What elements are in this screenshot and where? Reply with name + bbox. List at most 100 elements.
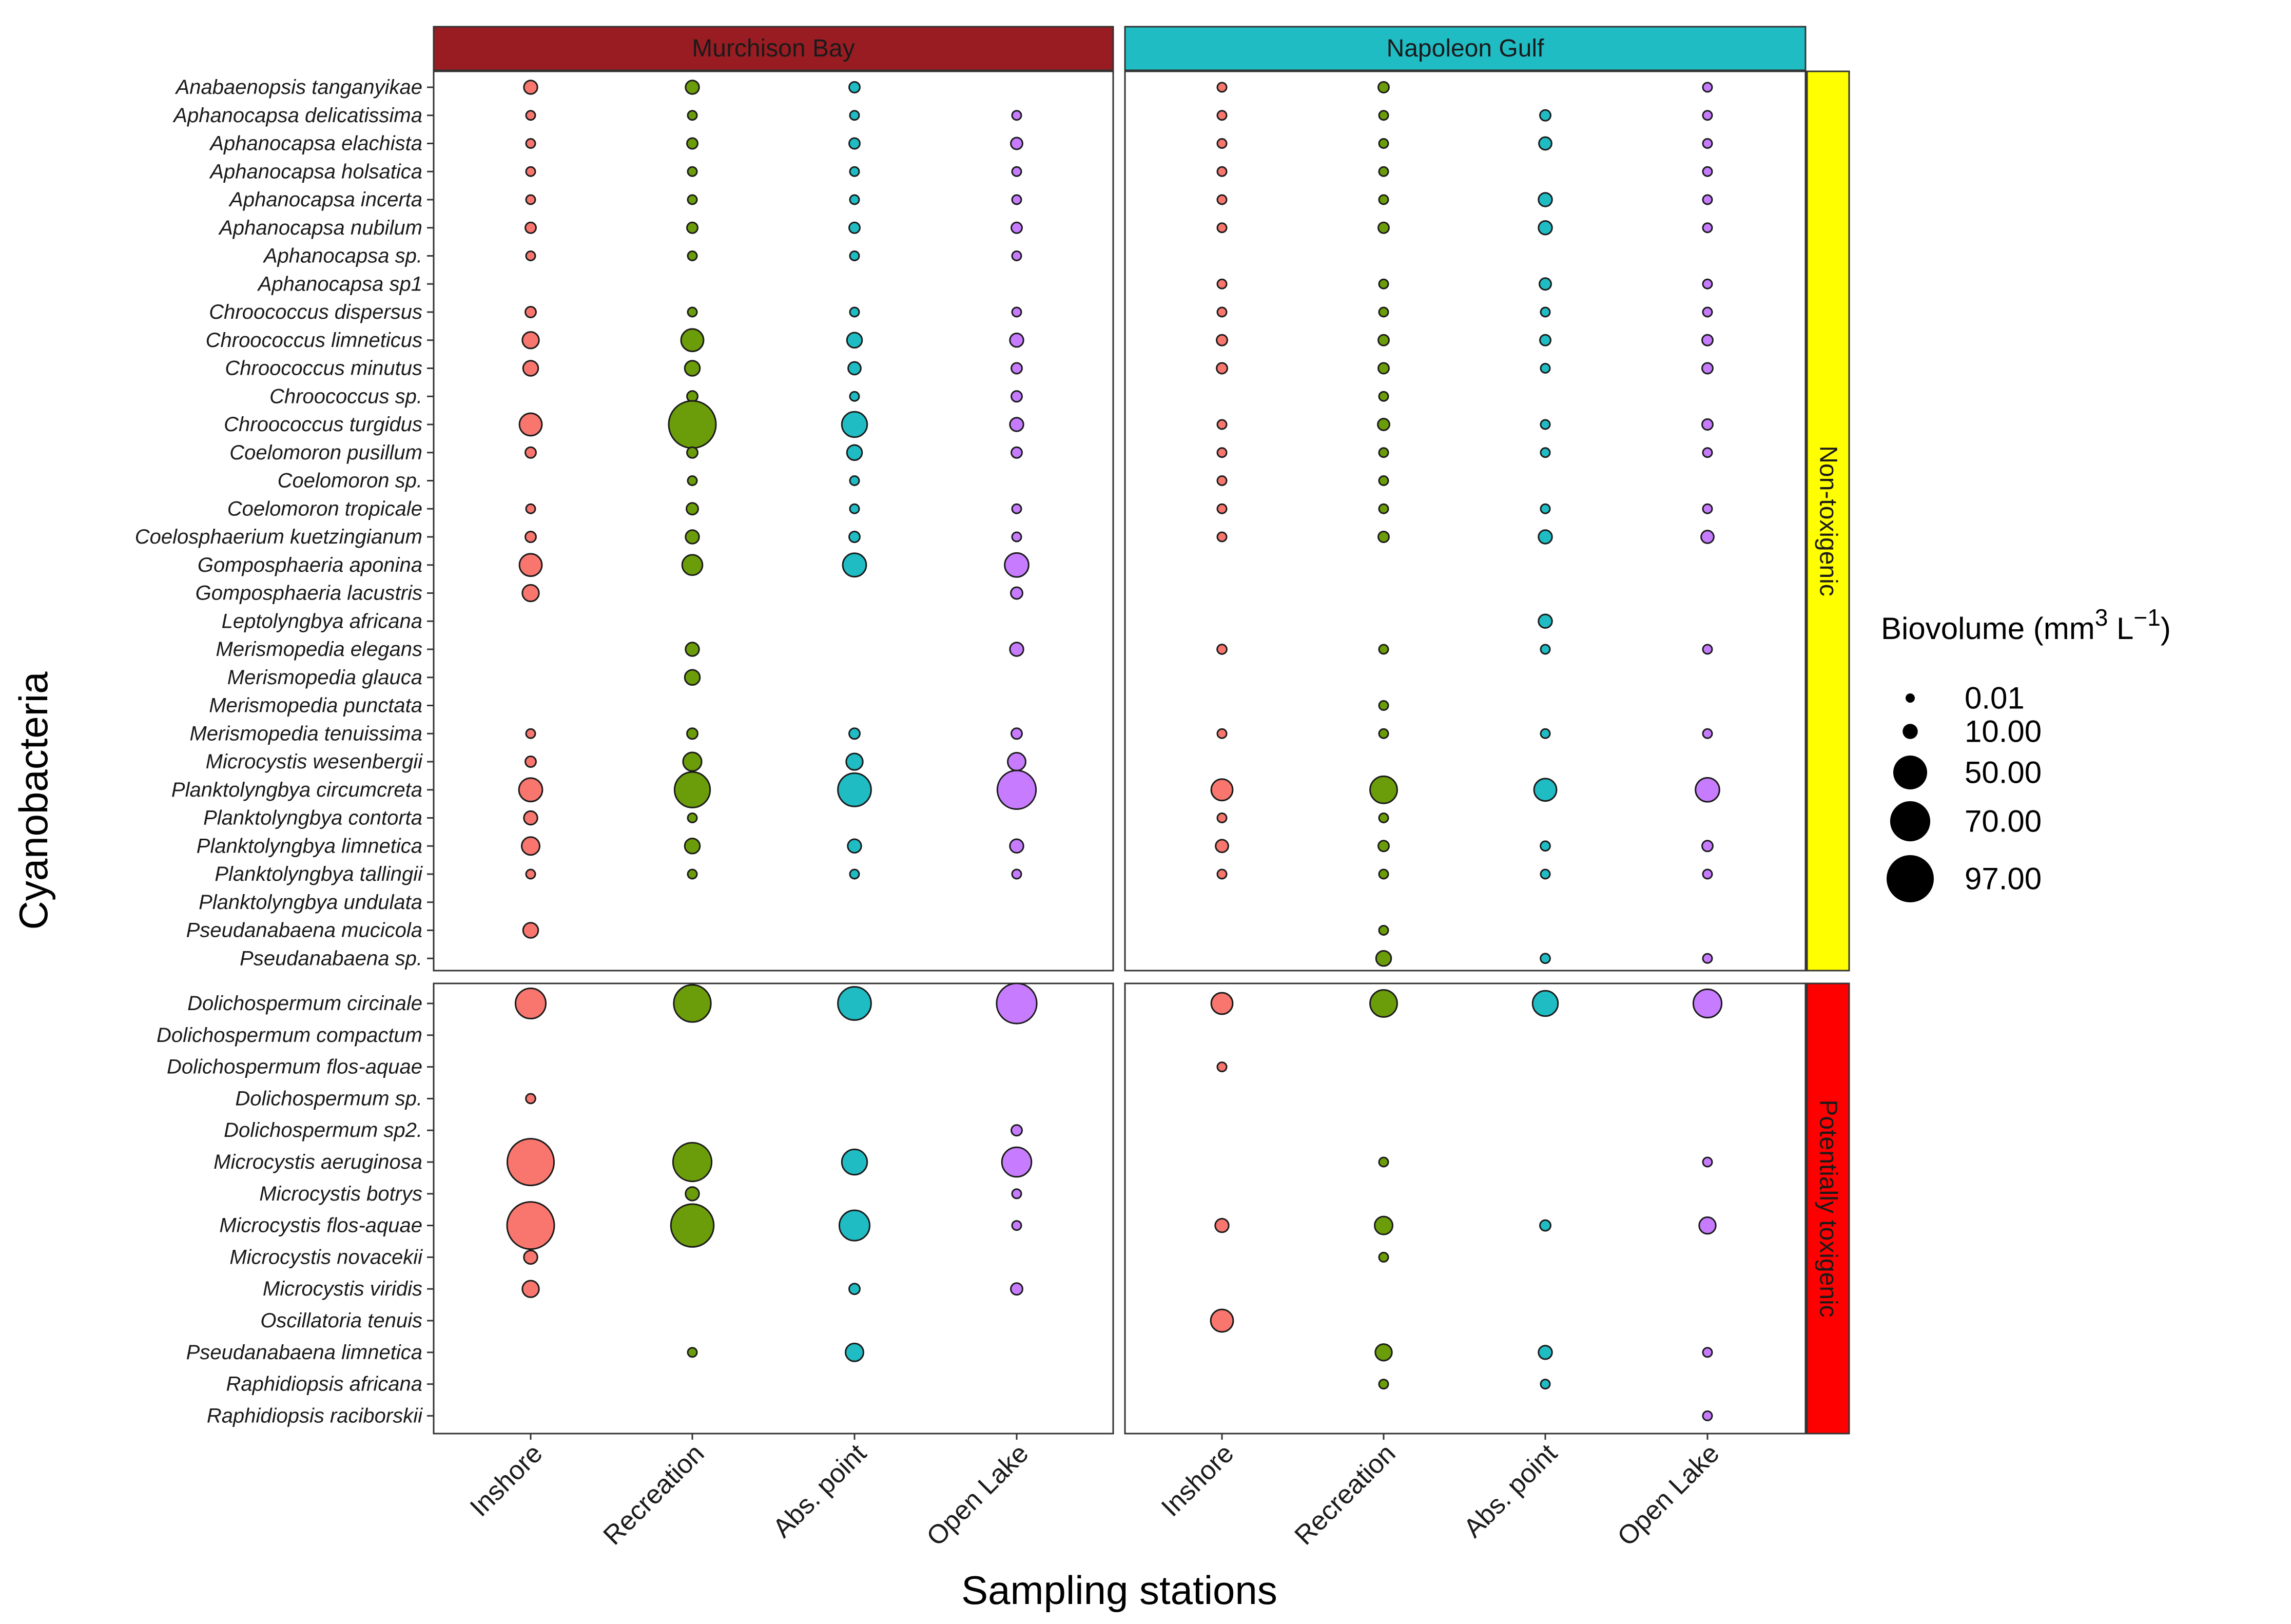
bubble-napoleon-gulf-planktolyngbya-limnetica-open-lake <box>1701 840 1714 853</box>
panels <box>433 70 1807 1435</box>
bubble-murchison-bay-coelosphaerium-kuetzingianum-recreation <box>685 529 700 545</box>
group-strip-non-toxigenic <box>1806 70 1850 972</box>
y-tick-label-chroococcus-turgidus: Chroococcus turgidus <box>224 413 422 436</box>
y-tick-label-pseudanabaena-mucicola: Pseudanabaena mucicola <box>186 919 422 942</box>
y-tick-label-raphidiopsis-raciborskii: Raphidiopsis raciborskii <box>207 1404 423 1427</box>
bubble-murchison-bay-aphanocapsa-elachista-open-lake <box>1010 137 1023 150</box>
bubble-napoleon-gulf-aphanocapsa-incerta-open-lake <box>1702 194 1713 205</box>
y-tick-label-aphanocapsa-incerta: Aphanocapsa incerta <box>228 188 422 211</box>
bubble-murchison-bay-aphanocapsa-nubilum-inshore <box>525 221 537 234</box>
bubble-napoleon-gulf-coelomoron-tropicale-open-lake <box>1702 503 1713 514</box>
bubble-murchison-bay-planktolyngbya-tallingii-abs-point <box>849 868 860 880</box>
bubble-napoleon-gulf-anabaenopsis-tanganyikae-recreation <box>1377 81 1390 93</box>
bubble-napoleon-gulf-aphanocapsa-elachista-inshore <box>1216 138 1228 149</box>
bubble-napoleon-gulf-aphanocapsa-nubilum-open-lake <box>1702 222 1713 234</box>
bubble-murchison-bay-chroococcus-limneticus-inshore <box>521 331 540 350</box>
bubble-murchison-bay-aphanocapsa-holsatica-recreation <box>687 166 698 177</box>
bubble-murchison-bay-aphanocapsa-holsatica-abs-point <box>849 166 860 177</box>
y-tick-label-planktolyngbya-contorta: Planktolyngbya contorta <box>203 807 422 829</box>
bubble-murchison-bay-merismopedia-elegans-recreation <box>685 642 700 657</box>
bubble-napoleon-gulf-coelosphaerium-kuetzingianum-abs-point <box>1538 529 1553 545</box>
bubble-napoleon-gulf-planktolyngbya-circumcreta-abs-point <box>1533 778 1558 802</box>
bubble-murchison-bay-gomposphaeria-aponina-inshore <box>518 553 543 577</box>
bubble-murchison-bay-coelomoron-tropicale-recreation <box>686 502 699 516</box>
group-strip-label: Potentially toxigenic <box>1815 1099 1842 1317</box>
bubble-murchison-bay-aphanocapsa-delicatissima-open-lake <box>1011 110 1022 121</box>
bubble-napoleon-gulf-pseudanabaena-limnetica-recreation <box>1374 1343 1393 1362</box>
bubble-murchison-bay-pseudanabaena-mucicola-inshore <box>522 922 539 939</box>
legend-key-1 <box>1902 724 1918 739</box>
bubble-napoleon-gulf-planktolyngbya-limnetica-inshore <box>1215 839 1229 854</box>
bubble-napoleon-gulf-aphanocapsa-nubilum-inshore <box>1216 222 1228 234</box>
bubble-murchison-bay-anabaenopsis-tanganyikae-recreation <box>685 80 700 95</box>
bubble-napoleon-gulf-pseudanabaena-limnetica-abs-point <box>1538 1345 1553 1360</box>
bubble-murchison-bay-aphanocapsa-sp-inshore <box>525 250 536 261</box>
legend-title-part: ) <box>2161 611 2171 646</box>
bubble-murchison-bay-aphanocapsa-elachista-abs-point <box>848 137 861 150</box>
y-tick-label-chroococcus-sp: Chroococcus sp. <box>269 385 422 408</box>
bubble-napoleon-gulf-chroococcus-limneticus-abs-point <box>1539 334 1551 346</box>
y-tick-label-pseudanabaena-sp: Pseudanabaena sp. <box>240 947 422 970</box>
bubble-napoleon-gulf-merismopedia-tenuissima-recreation <box>1378 728 1389 739</box>
bubble-napoleon-gulf-coelomoron-pusillum-abs-point <box>1540 447 1551 458</box>
bubble-murchison-bay-microcystis-wesenbergii-recreation <box>682 751 703 772</box>
bubble-murchison-bay-planktolyngbya-contorta-recreation <box>687 813 698 823</box>
bubble-napoleon-gulf-microcystis-flos-aquae-open-lake <box>1698 1216 1717 1235</box>
bubble-murchison-bay-gomposphaeria-lacustris-inshore <box>521 584 540 603</box>
y-tick-label-aphanocapsa-holsatica: Aphanocapsa holsatica <box>209 160 422 183</box>
bubble-napoleon-gulf-aphanocapsa-nubilum-abs-point <box>1538 220 1553 236</box>
group-strip-potentially-toxigenic <box>1806 982 1850 1435</box>
bubble-murchison-bay-dolichospermum-sp-inshore <box>525 1093 536 1105</box>
bubble-murchison-bay-aphanocapsa-nubilum-recreation <box>686 221 698 234</box>
y-tick-label-microcystis-novacekii: Microcystis novacekii <box>229 1246 423 1268</box>
bubble-murchison-bay-microcystis-novacekii-inshore <box>523 1249 538 1265</box>
y-tick-label-merismopedia-elegans: Merismopedia elegans <box>216 638 422 661</box>
bubble-napoleon-gulf-planktolyngbya-limnetica-abs-point <box>1540 840 1551 852</box>
bubble-murchison-bay-dolichospermum-sp2-open-lake <box>1011 1124 1023 1137</box>
bubble-murchison-bay-chroococcus-dispersus-recreation <box>687 306 698 318</box>
bubble-murchison-bay-aphanocapsa-elachista-inshore <box>525 138 536 149</box>
bubble-napoleon-gulf-pseudanabaena-sp-open-lake <box>1702 953 1713 964</box>
bubble-napoleon-gulf-coelomoron-pusillum-inshore <box>1216 447 1228 458</box>
y-tick-label-microcystis-botrys: Microcystis botrys <box>259 1183 422 1205</box>
bubble-murchison-bay-coelomoron-pusillum-abs-point <box>846 444 863 461</box>
bubble-napoleon-gulf-chroococcus-minutus-inshore <box>1216 362 1228 375</box>
bubble-napoleon-gulf-merismopedia-tenuissima-open-lake <box>1702 728 1713 739</box>
bubble-napoleon-gulf-microcystis-aeruginosa-recreation <box>1378 1156 1389 1168</box>
bubble-napoleon-gulf-dolichospermum-circinale-open-lake <box>1692 988 1723 1019</box>
bubble-murchison-bay-chroococcus-limneticus-recreation <box>680 328 705 353</box>
bubble-murchison-bay-coelosphaerium-kuetzingianum-open-lake <box>1011 531 1022 543</box>
bubble-napoleon-gulf-microcystis-flos-aquae-abs-point <box>1539 1219 1551 1232</box>
bubble-napoleon-gulf-planktolyngbya-limnetica-recreation <box>1377 840 1390 853</box>
y-tick-label-raphidiopsis-africana: Raphidiopsis africana <box>226 1373 422 1396</box>
bubble-murchison-bay-merismopedia-tenuissima-recreation <box>686 727 698 740</box>
bubble-murchison-bay-chroococcus-sp-open-lake <box>1011 390 1023 403</box>
y-tick-label-leptolyngbya-africana: Leptolyngbya africana <box>222 610 422 632</box>
panel-murchison-bay-non-toxigenic <box>433 70 1114 972</box>
bubble-napoleon-gulf-aphanocapsa-incerta-abs-point <box>1538 192 1553 207</box>
bubble-napoleon-gulf-pseudanabaena-limnetica-open-lake <box>1702 1347 1713 1358</box>
bubble-murchison-bay-aphanocapsa-sp-recreation <box>687 250 698 261</box>
bubble-napoleon-gulf-coelosphaerium-kuetzingianum-recreation <box>1377 531 1390 543</box>
bubble-murchison-bay-microcystis-aeruginosa-inshore <box>506 1137 555 1187</box>
bubble-murchison-bay-microcystis-aeruginosa-open-lake <box>1001 1146 1033 1178</box>
bubble-napoleon-gulf-chroococcus-turgidus-open-lake <box>1701 418 1714 431</box>
bubble-murchison-bay-aphanocapsa-holsatica-open-lake <box>1011 166 1022 177</box>
bubble-napoleon-gulf-aphanocapsa-delicatissima-inshore <box>1216 110 1228 121</box>
bubble-napoleon-gulf-pseudanabaena-sp-recreation <box>1375 950 1392 967</box>
y-tick-label-gomposphaeria-lacustris: Gomposphaeria lacustris <box>196 582 422 605</box>
bubble-napoleon-gulf-planktolyngbya-contorta-recreation <box>1378 813 1389 823</box>
bubble-napoleon-gulf-pseudanabaena-sp-abs-point <box>1540 953 1551 964</box>
bubble-murchison-bay-microcystis-wesenbergii-inshore <box>525 756 537 768</box>
bubble-napoleon-gulf-leptolyngbya-africana-abs-point <box>1538 613 1553 629</box>
bubble-murchison-bay-planktolyngbya-limnetica-inshore <box>521 836 540 856</box>
bubble-napoleon-gulf-dolichospermum-circinale-abs-point <box>1531 990 1559 1017</box>
bubble-murchison-bay-planktolyngbya-tallingii-recreation <box>687 868 698 880</box>
bubble-murchison-bay-coelomoron-pusillum-open-lake <box>1011 446 1023 459</box>
bubble-napoleon-gulf-coelomoron-tropicale-recreation <box>1378 503 1389 514</box>
bubble-napoleon-gulf-merismopedia-tenuissima-inshore <box>1216 728 1228 739</box>
bubble-murchison-bay-coelosphaerium-kuetzingianum-inshore <box>525 531 537 543</box>
bubble-murchison-bay-chroococcus-minutus-open-lake <box>1011 362 1023 375</box>
bubble-napoleon-gulf-aphanocapsa-nubilum-recreation <box>1377 221 1390 234</box>
bubble-napoleon-gulf-chroococcus-limneticus-open-lake <box>1701 334 1714 346</box>
